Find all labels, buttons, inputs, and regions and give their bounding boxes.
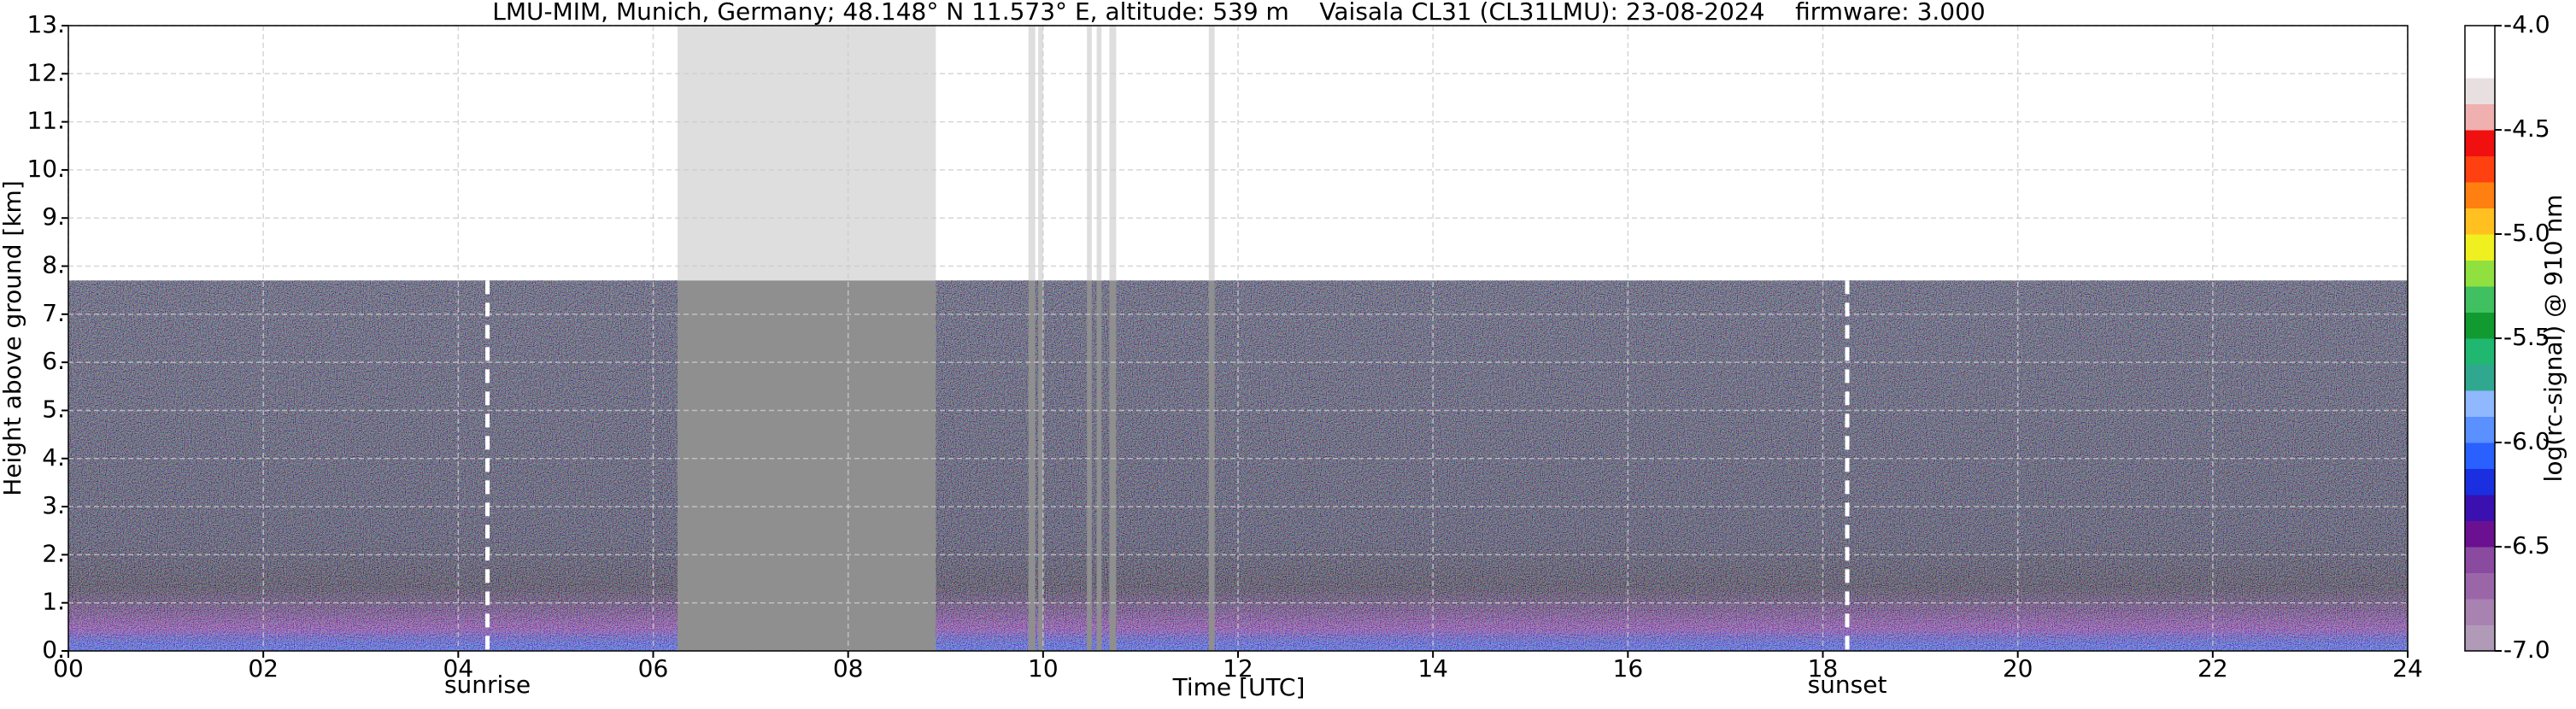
colorbar-segment [2465, 390, 2495, 417]
no-data-lower [1208, 280, 1215, 651]
y-tick-label: 1. [42, 588, 65, 616]
y-tick-label: 11. [26, 107, 65, 135]
colorbar-segment [2465, 182, 2495, 208]
x-tick-label: 04 [443, 654, 474, 683]
colorbar-segment [2465, 442, 2495, 469]
x-tick-label: 16 [1613, 654, 1644, 683]
x-tick-label: 18 [1808, 654, 1839, 683]
no-data-lower [1087, 280, 1092, 651]
y-tick-label: 9. [42, 202, 65, 231]
colorbar-segment [2465, 260, 2495, 287]
colorbar-tick-label: -4.5 [2503, 114, 2550, 143]
colorbar-segment [2465, 130, 2495, 156]
colorbar-segment [2465, 312, 2495, 339]
y-tick-label: 12. [26, 58, 65, 86]
y-tick-label: 10. [26, 155, 65, 183]
colorbar-segment [2465, 155, 2495, 183]
colorbar-segment [2465, 495, 2495, 521]
no-data-upper [1028, 26, 1036, 281]
x-tick-label: 22 [2198, 654, 2228, 683]
colorbar-label: log(rc-signal) @ 910 nm [2539, 195, 2567, 483]
x-tick-label: 08 [833, 654, 864, 683]
annotation-label: sunrise [444, 671, 531, 699]
y-tick-label: 8. [42, 251, 65, 279]
x-tick-label: 00 [53, 654, 84, 683]
colorbar-tick-label: -5.0 [2503, 219, 2550, 247]
colorbar-tick-label: -4.0 [2503, 10, 2550, 38]
y-tick-label: 0. [42, 636, 65, 664]
colorbar-tick-label: -5.5 [2503, 323, 2550, 351]
colorbar-segment [2465, 547, 2495, 573]
no-data-lower [1038, 280, 1043, 651]
no-data-upper [1087, 26, 1092, 281]
no-data-upper [1109, 26, 1117, 281]
colorbar-segment [2465, 78, 2495, 104]
y-axis-label: Height above ground [km] [0, 180, 26, 496]
y-tick-label: 5. [42, 395, 65, 423]
y-tick-label: 4. [42, 443, 65, 472]
no-data-upper [1208, 26, 1215, 281]
colorbar-tick-label: -7.0 [2503, 636, 2550, 664]
annotation-label: sunset [1808, 671, 1887, 699]
x-tick-label: 20 [2003, 654, 2033, 683]
no-data-lower [1028, 280, 1036, 651]
colorbar-segment [2465, 468, 2495, 495]
colorbar-tick-label: -6.0 [2503, 427, 2550, 455]
no-data-upper [1038, 26, 1043, 281]
colorbar-segment [2465, 51, 2495, 79]
no-data-upper [678, 26, 936, 281]
colorbar-segment [2465, 103, 2495, 131]
y-tick-label: 7. [42, 299, 65, 327]
colorbar-segment [2465, 234, 2495, 261]
colorbar-segment [2465, 208, 2495, 235]
no-data-lower [1096, 280, 1102, 651]
y-tick-label: 3. [42, 491, 65, 519]
colorbar-segment [2465, 624, 2495, 652]
colorbar-segment [2465, 286, 2495, 313]
colorbar-segment [2465, 599, 2495, 625]
x-tick-label: 24 [2392, 654, 2423, 683]
no-data-lower [678, 280, 936, 651]
colorbar-segment [2465, 338, 2495, 365]
chart-title: LMU-MIM, Munich, Germany; 48.148° N 11.5… [492, 0, 1986, 26]
colorbar-segment [2465, 572, 2495, 600]
x-tick-label: 02 [248, 654, 279, 683]
y-tick-label: 13. [26, 10, 65, 38]
x-tick-label: 14 [1417, 654, 1448, 683]
y-tick-label: 2. [42, 539, 65, 567]
no-data-lower [1109, 280, 1117, 651]
plot-frame [67, 25, 2409, 652]
x-axis-label: Time [UTC] [1172, 673, 1306, 701]
colorbar-segment [2465, 26, 2495, 52]
y-tick-label: 6. [42, 347, 65, 375]
x-tick-label: 12 [1223, 654, 1253, 683]
no-data-upper [1096, 26, 1102, 281]
colorbar-segment [2465, 520, 2495, 548]
colorbar-segment [2465, 416, 2495, 443]
colorbar-tick-label: -6.5 [2503, 531, 2550, 560]
colorbar-segment [2465, 364, 2495, 391]
x-tick-label: 10 [1028, 654, 1059, 683]
x-tick-label: 06 [638, 654, 669, 683]
